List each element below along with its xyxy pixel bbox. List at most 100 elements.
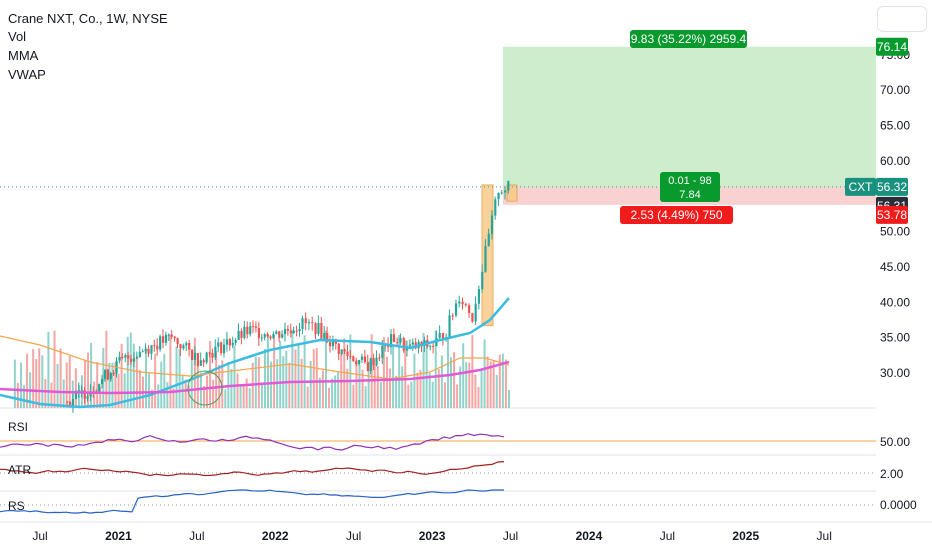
candle-body — [272, 333, 275, 339]
volume-bar — [401, 366, 404, 408]
volume-bar — [105, 330, 108, 408]
candle-body — [71, 399, 75, 406]
volume-bar — [254, 356, 257, 408]
indicator-vwap-label[interactable]: VWAP — [8, 67, 46, 82]
rsi-pane-label[interactable]: RSI — [8, 420, 29, 434]
candle-body — [156, 345, 159, 350]
rs-pane-label[interactable]: RS — [8, 499, 25, 513]
candle-body — [74, 391, 78, 400]
candle-body — [314, 322, 317, 335]
volume-bar — [53, 330, 56, 408]
price-tick-label: 45.00 — [880, 260, 910, 274]
volume-bar — [288, 362, 291, 408]
volume-bar — [117, 373, 120, 408]
volume-bar — [257, 357, 260, 408]
volume-bar — [16, 382, 19, 408]
candle-body — [80, 389, 83, 391]
candle-body — [138, 352, 141, 358]
candle-body — [304, 318, 307, 324]
volume-bar — [294, 349, 297, 408]
atr-line — [0, 461, 505, 477]
candle-body — [135, 357, 139, 359]
rsi-line — [0, 433, 505, 451]
time-axis-label: Jul — [189, 529, 204, 543]
volume-bar — [443, 382, 446, 408]
candle-body — [208, 352, 211, 354]
volume-bar — [483, 339, 486, 408]
candle-body — [159, 336, 162, 350]
volume-bar — [492, 360, 495, 408]
volume-bar — [318, 377, 321, 408]
symbol-badge — [845, 177, 876, 196]
candle-body — [196, 353, 200, 366]
candle-body — [191, 349, 194, 360]
volume-bar — [504, 359, 507, 408]
candle-body — [355, 361, 358, 365]
volume-bar — [404, 340, 407, 408]
candle-body — [167, 334, 170, 336]
volume-bar — [202, 386, 205, 408]
candle-body — [89, 391, 92, 397]
candle-body — [278, 331, 281, 338]
candle-body — [86, 396, 89, 399]
volume-bar — [169, 334, 172, 408]
volume-bar — [19, 362, 22, 408]
candle-body — [454, 303, 458, 316]
candle-body — [237, 330, 240, 341]
ma-slow-line — [0, 335, 510, 380]
candle-body — [458, 301, 461, 304]
candle-body — [487, 233, 490, 247]
candle-body — [144, 348, 147, 352]
candle-body — [363, 356, 367, 363]
volume-bar — [446, 338, 449, 408]
candle-body — [481, 271, 484, 290]
candle-body — [173, 336, 176, 339]
volume-bar — [84, 360, 87, 408]
candle-body — [246, 326, 249, 335]
candle-body — [432, 345, 435, 347]
volume-bar — [135, 355, 138, 408]
highlight-box — [506, 184, 518, 202]
volume-bar — [123, 373, 126, 408]
volume-bar — [382, 337, 385, 408]
candle-body — [176, 338, 179, 345]
last-price-badge-text: 56.32 — [877, 180, 907, 194]
candle-body — [106, 369, 110, 380]
candle-body — [477, 289, 481, 304]
indicator-mma-label[interactable]: MMA — [8, 48, 39, 63]
atr-pane-label[interactable]: ATR — [8, 463, 32, 477]
indicator-vol-label[interactable]: Vol — [8, 29, 27, 44]
atr-tick-label: 2.00 — [880, 467, 904, 481]
candle-body — [69, 401, 72, 406]
chart-settings-button[interactable] — [877, 6, 927, 32]
candle-body — [317, 323, 320, 335]
time-axis-label: Jul — [32, 529, 47, 543]
volume-bar — [456, 384, 459, 408]
volume-bar — [215, 351, 218, 408]
candle-body — [124, 355, 127, 358]
volume-bar — [413, 353, 416, 408]
candle-body — [451, 315, 454, 317]
volume-bar — [114, 362, 117, 408]
candle-body — [286, 329, 290, 331]
candle-body — [170, 334, 173, 337]
candle-body — [263, 334, 266, 338]
volume-bar — [120, 343, 123, 408]
volume-bar — [465, 362, 468, 408]
volume-bar — [309, 361, 312, 408]
volume-bar — [477, 386, 480, 408]
volume-bar — [355, 359, 358, 408]
volume-bar — [300, 358, 303, 408]
candle-body — [471, 312, 474, 322]
volume-bar — [459, 366, 462, 408]
volume-bar — [315, 348, 318, 408]
volume-bar — [32, 349, 35, 408]
time-axis-label: 2025 — [732, 529, 759, 543]
candle-body — [109, 373, 112, 380]
volume-bar — [312, 349, 315, 408]
volume-bar — [385, 356, 388, 408]
volume-bar — [395, 375, 398, 408]
candle-body — [231, 342, 234, 346]
candle-body — [497, 193, 500, 200]
